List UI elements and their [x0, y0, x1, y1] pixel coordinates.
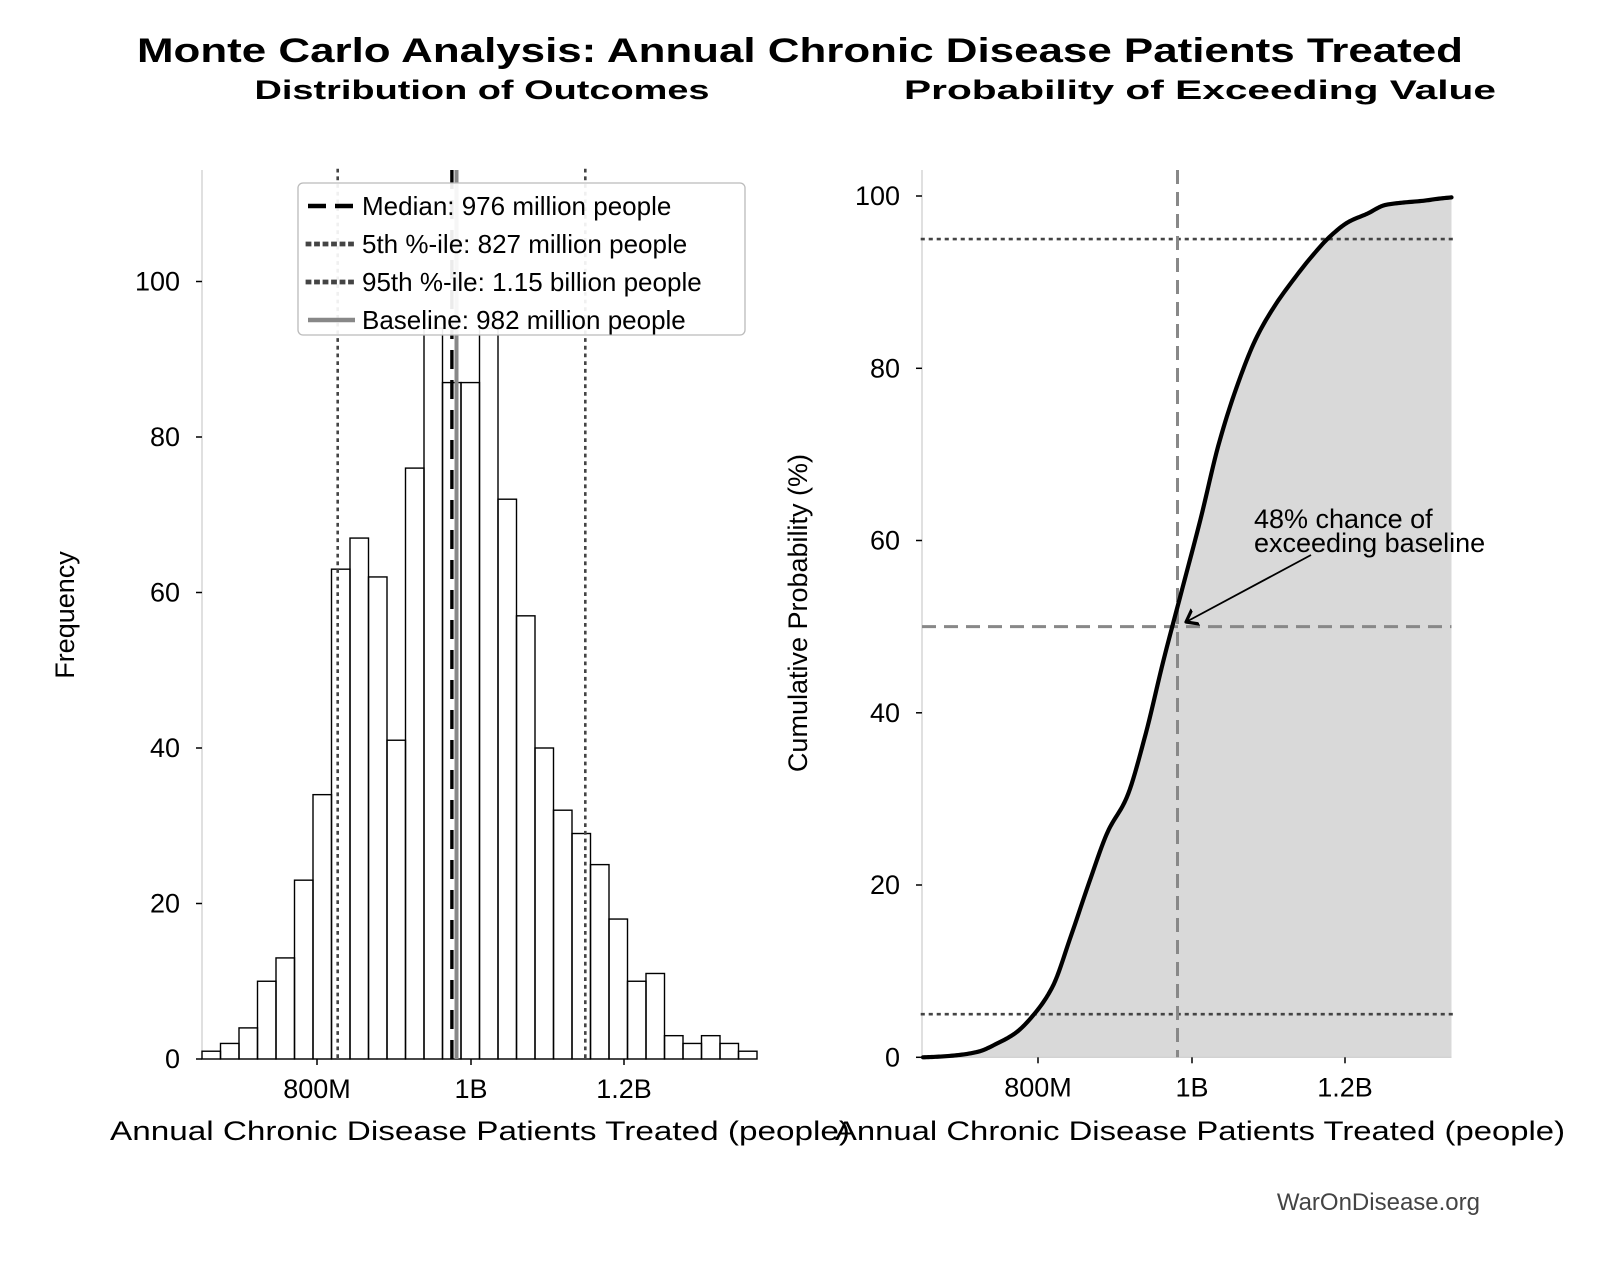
svg-text:60: 60	[150, 578, 180, 608]
svg-text:100: 100	[855, 181, 900, 211]
svg-text:Monte Carlo Analysis: Annual C: Monte Carlo Analysis: Annual Chronic Dis…	[137, 32, 1463, 70]
svg-text:0: 0	[885, 1042, 900, 1072]
svg-text:800M: 800M	[1004, 1072, 1072, 1102]
svg-text:0: 0	[165, 1044, 180, 1074]
svg-text:Annual Chronic Disease Patient: Annual Chronic Disease Patients Treated …	[110, 1116, 850, 1146]
svg-text:80: 80	[870, 353, 900, 383]
svg-text:1B: 1B	[454, 1074, 487, 1104]
svg-text:800M: 800M	[283, 1074, 351, 1104]
svg-text:80: 80	[150, 422, 180, 452]
svg-text:20: 20	[150, 889, 180, 919]
svg-text:WarOnDisease.org: WarOnDisease.org	[1277, 1189, 1480, 1216]
svg-text:1B: 1B	[1175, 1072, 1208, 1102]
svg-text:95th %-ile: 1.15 billion peopl: 95th %-ile: 1.15 billion people	[362, 267, 702, 297]
svg-text:Baseline: 982 million people: Baseline: 982 million people	[362, 305, 686, 335]
svg-text:100: 100	[135, 267, 180, 297]
svg-text:Probability of Exceeding Value: Probability of Exceeding Value	[904, 75, 1496, 105]
svg-text:Frequency: Frequency	[50, 551, 80, 679]
svg-text:Annual Chronic Disease Patient: Annual Chronic Disease Patients Treated …	[835, 1116, 1565, 1146]
svg-text:exceeding baseline: exceeding baseline	[1254, 528, 1485, 558]
svg-text:40: 40	[150, 733, 180, 763]
svg-text:40: 40	[870, 698, 900, 728]
svg-text:5th %-ile: 827 million people: 5th %-ile: 827 million people	[362, 229, 687, 259]
svg-text:Median: 976 million people: Median: 976 million people	[362, 191, 671, 221]
svg-text:Cumulative Probability (%): Cumulative Probability (%)	[783, 454, 813, 772]
svg-text:1.2B: 1.2B	[596, 1074, 652, 1104]
svg-text:60: 60	[870, 526, 900, 556]
svg-text:Distribution of Outcomes: Distribution of Outcomes	[255, 75, 710, 105]
svg-text:1.2B: 1.2B	[1317, 1072, 1373, 1102]
svg-text:20: 20	[870, 870, 900, 900]
